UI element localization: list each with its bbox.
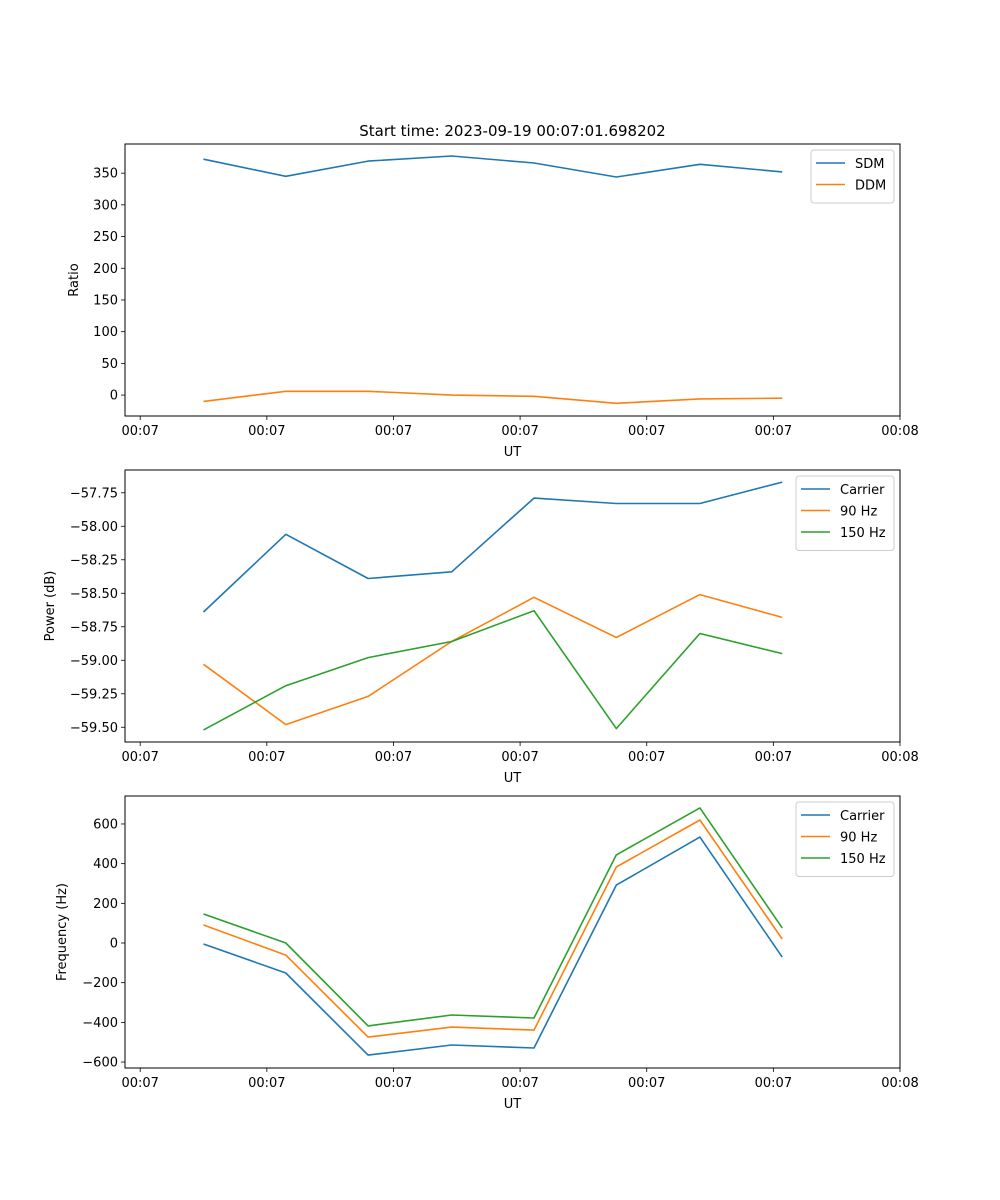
legend-label: 150 Hz [840, 852, 886, 867]
legend-label: 90 Hz [840, 505, 877, 520]
y-tick-label: 350 [93, 167, 118, 182]
x-tick-label: 00:07 [501, 424, 538, 439]
y-tick-label: 300 [93, 198, 118, 213]
y-tick-label: −59.50 [70, 721, 118, 736]
axes-frame [124, 795, 901, 1069]
axes-frame [124, 143, 901, 417]
legend-label: Carrier [840, 483, 885, 498]
y-axis-label: Power (dB) [43, 571, 58, 642]
y-tick-label: 200 [93, 262, 118, 277]
x-tick-label: 00:07 [755, 750, 792, 765]
y-tick-label: 400 [93, 857, 118, 872]
y-tick-label: 50 [101, 357, 118, 372]
y-tick-label: −58.25 [70, 553, 118, 568]
x-tick-label: 00:07 [248, 750, 285, 765]
legend: Carrier 90 Hz 150 Hz [795, 801, 895, 877]
legend-label: SDM [855, 157, 884, 172]
x-tick-label: 00:07 [121, 424, 158, 439]
x-tick-label: 00:07 [121, 750, 158, 765]
x-tick-label: 00:07 [121, 1076, 158, 1091]
legend: SDM DDM [810, 149, 895, 204]
axes-frame [124, 469, 901, 743]
x-tick-label: 00:07 [628, 750, 665, 765]
x-axis-label: UT [504, 771, 522, 786]
series-line-carrier [203, 836, 783, 1056]
x-tick-label: 00:08 [881, 1076, 918, 1091]
x-tick-label: 00:07 [501, 1076, 538, 1091]
y-tick-label: −200 [82, 976, 118, 991]
y-tick-label: 100 [93, 325, 118, 340]
legend-label: 90 Hz [840, 831, 877, 846]
x-tick-label: 00:07 [375, 1076, 412, 1091]
y-tick-label: −58.00 [70, 520, 118, 535]
y-tick-label: 0 [110, 389, 118, 404]
x-tick-label: 00:07 [501, 750, 538, 765]
y-tick-label: −400 [82, 1016, 118, 1031]
x-tick-label: 00:07 [755, 424, 792, 439]
x-tick-label: 00:07 [248, 424, 285, 439]
x-axis-label: UT [504, 1097, 522, 1112]
y-tick-label: −58.50 [70, 587, 118, 602]
legend-label: Carrier [840, 809, 885, 824]
y-tick-label: −59.25 [70, 687, 118, 702]
series-line-ddm [203, 390, 783, 405]
x-tick-label: 00:07 [755, 1076, 792, 1091]
y-tick-label: 0 [110, 937, 118, 952]
y-tick-label: 200 [93, 897, 118, 912]
y-axis-label: Frequency (Hz) [55, 883, 70, 981]
y-axis-label: Ratio [67, 263, 82, 296]
subplot-2: 00:07 00:07 00:07 00:07 00:07 00:07 00:08 −57.7… [43, 469, 919, 786]
series-line-90-hz [203, 819, 783, 1038]
x-tick-label: 00:08 [881, 750, 918, 765]
x-tick-label: 00:08 [881, 424, 918, 439]
x-tick-label: 00:07 [628, 424, 665, 439]
x-tick-label: 00:07 [248, 1076, 285, 1091]
y-tick-label: −59.00 [70, 654, 118, 669]
legend-label: 150 Hz [840, 526, 886, 541]
x-tick-label: 00:07 [375, 424, 412, 439]
legend: Carrier 90 Hz 150 Hz [795, 475, 895, 551]
y-tick-label: 600 [93, 817, 118, 832]
series-line-150-hz [203, 807, 783, 1027]
subplot-1: 00:07 00:07 00:07 00:07 00:07 00:07 00:08 0 50 10… [67, 122, 919, 460]
y-tick-label: 150 [93, 293, 118, 308]
legend-label: DDM [855, 179, 886, 194]
series-line-150-hz [203, 609, 783, 731]
chart-title: Start time: 2023-09-19 00:07:01.698202 [359, 122, 665, 140]
x-tick-label: 00:07 [628, 1076, 665, 1091]
x-tick-label: 00:07 [375, 750, 412, 765]
x-axis-label: UT [504, 445, 522, 460]
subplot-3: 00:07 00:07 00:07 00:07 00:07 00:07 00:08 −600 −… [55, 795, 919, 1112]
series-line-sdm [203, 155, 783, 178]
y-tick-label: −600 [82, 1056, 118, 1071]
y-tick-label: 250 [93, 230, 118, 245]
y-tick-label: −58.75 [70, 620, 118, 635]
y-tick-label: −57.75 [70, 486, 118, 501]
series-line-carrier [202, 481, 783, 613]
series-line-90-hz [203, 593, 783, 726]
